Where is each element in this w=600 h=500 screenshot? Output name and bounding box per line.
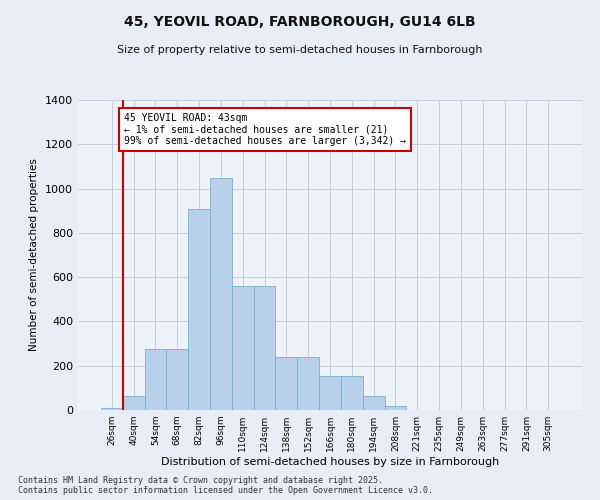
Bar (145, 349, 166, 410)
Bar (166, 349, 188, 410)
Bar (319, 376, 341, 410)
Text: 45 YEOVIL ROAD: 43sqm
← 1% of semi-detached houses are smaller (21)
99% of semi-: 45 YEOVIL ROAD: 43sqm ← 1% of semi-detac… (124, 114, 406, 146)
Bar (188, 208, 210, 410)
Bar (385, 406, 406, 410)
Y-axis label: Number of semi-detached properties: Number of semi-detached properties (29, 158, 40, 352)
Bar (341, 376, 363, 410)
Bar (275, 357, 297, 410)
Text: 45, YEOVIL ROAD, FARNBOROUGH, GU14 6LB: 45, YEOVIL ROAD, FARNBOROUGH, GU14 6LB (124, 15, 476, 29)
Bar (210, 178, 232, 410)
Text: Size of property relative to semi-detached houses in Farnborough: Size of property relative to semi-detach… (117, 45, 483, 55)
Bar (254, 286, 275, 410)
Bar (297, 357, 319, 410)
Bar (123, 396, 145, 410)
X-axis label: Distribution of semi-detached houses by size in Farnborough: Distribution of semi-detached houses by … (161, 457, 499, 467)
Text: Contains HM Land Registry data © Crown copyright and database right 2025.
Contai: Contains HM Land Registry data © Crown c… (18, 476, 433, 495)
Bar (232, 286, 254, 410)
Bar (101, 408, 123, 410)
Bar (363, 396, 385, 410)
